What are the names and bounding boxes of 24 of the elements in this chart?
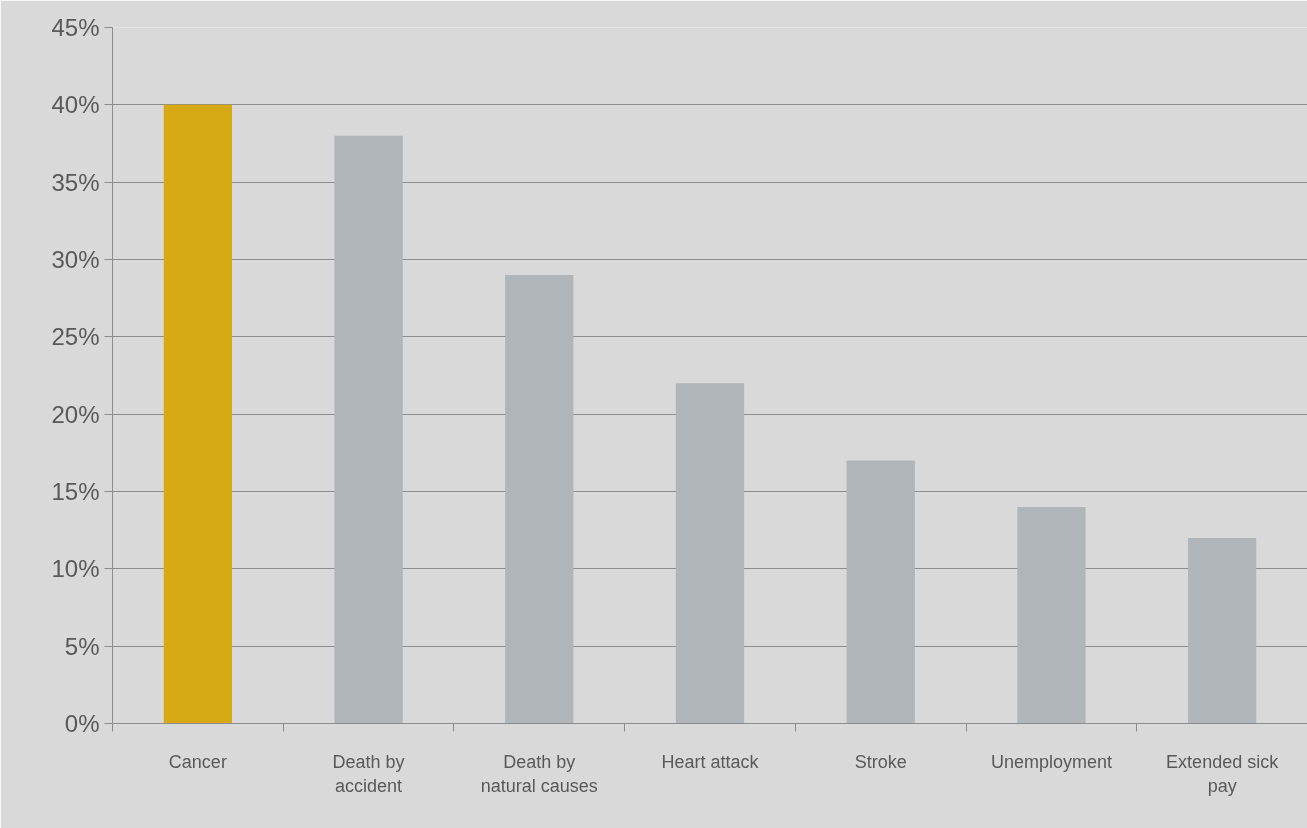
bar (1017, 506, 1086, 724)
y-tick-label: 45% (51, 14, 100, 41)
y-tick-label: 5% (64, 632, 100, 660)
x-tick-label: Heart attack (661, 751, 760, 772)
y-tick-label: 35% (51, 168, 100, 196)
bar (163, 104, 232, 724)
x-tick-label: Unemployment (990, 751, 1112, 772)
y-tick-label: 40% (51, 91, 100, 119)
bar (675, 383, 745, 724)
y-tick-label: 30% (51, 246, 100, 273)
bar (1188, 537, 1257, 724)
x-tick-label: Death by natural causes (480, 751, 598, 796)
y-tick-label: 0% (64, 710, 100, 737)
x-tick-label: Death by accident (332, 751, 405, 796)
bar (334, 135, 403, 724)
y-tick-label: 20% (51, 400, 100, 428)
y-tick-label: 15% (51, 478, 100, 505)
y-tick-label: 25% (51, 323, 100, 351)
x-tick-label: Stroke (854, 751, 907, 772)
bar (846, 460, 915, 724)
bar (505, 274, 574, 724)
x-tick-label: Extended sick pay (1166, 751, 1280, 796)
y-tick-label: 10% (51, 555, 100, 583)
x-tick-label: Cancer (168, 751, 227, 772)
